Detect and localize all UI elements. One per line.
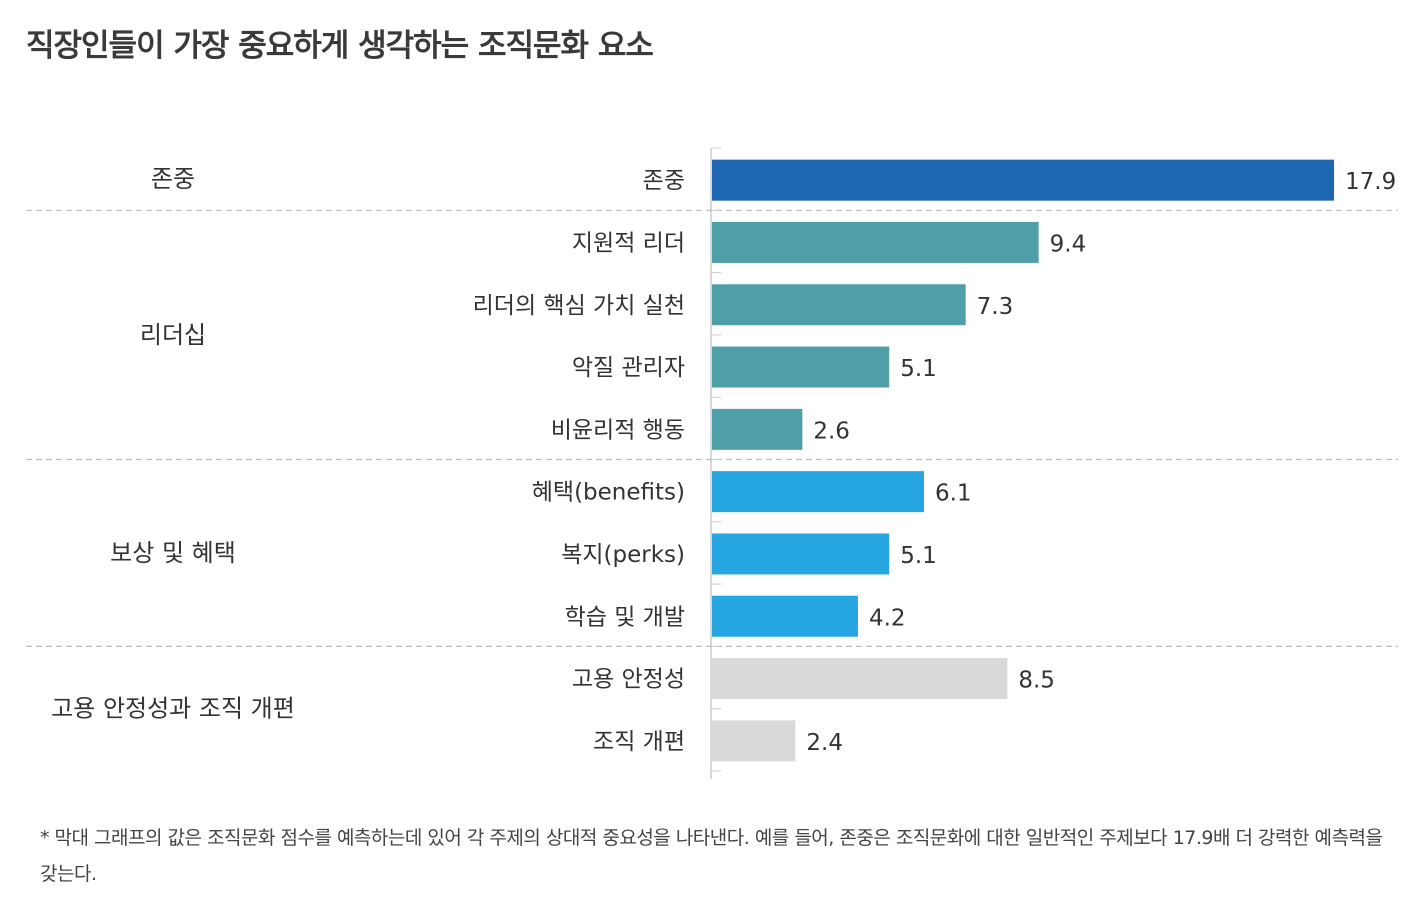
bar bbox=[712, 533, 890, 575]
bar bbox=[712, 595, 858, 637]
group-label: 고용 안정성과 조직 개편 bbox=[51, 695, 295, 723]
value-label: 6.1 bbox=[935, 481, 972, 507]
value-label: 7.3 bbox=[977, 294, 1014, 320]
value-label: 4.2 bbox=[869, 605, 906, 631]
value-label: 5.1 bbox=[900, 356, 937, 382]
category-label: 비윤리적 행동 bbox=[551, 417, 685, 443]
value-label: 9.4 bbox=[1050, 231, 1087, 257]
bar bbox=[712, 159, 1334, 201]
bar bbox=[712, 284, 966, 326]
value-label: 2.6 bbox=[813, 418, 850, 444]
value-label: 8.5 bbox=[1018, 668, 1055, 694]
group-label: 리더십 bbox=[140, 321, 206, 349]
bar bbox=[712, 221, 1039, 263]
group-label: 보상 및 혜택 bbox=[110, 539, 236, 567]
category-label: 고용 안정성 bbox=[572, 667, 685, 693]
value-label: 2.4 bbox=[806, 730, 843, 756]
category-label: 복지(perks) bbox=[561, 542, 685, 568]
value-label: 17.9 bbox=[1345, 169, 1396, 195]
bar bbox=[712, 658, 1008, 700]
category-label: 리더의 핵심 가치 실천 bbox=[473, 293, 685, 319]
category-label: 학습 및 개발 bbox=[565, 604, 685, 630]
category-label: 악질 관리자 bbox=[572, 355, 685, 381]
footnote: * 막대 그래프의 값은 조직문화 점수를 예측하는데 있어 각 주제의 상대적… bbox=[40, 827, 1383, 885]
chart-title: 직장인들이 가장 중요하게 생각하는 조직문화 요소 bbox=[26, 28, 654, 64]
bar bbox=[712, 346, 890, 388]
category-label: 혜택(benefits) bbox=[532, 480, 685, 506]
value-label: 5.1 bbox=[900, 543, 937, 569]
category-label: 조직 개편 bbox=[593, 729, 685, 755]
bar bbox=[712, 720, 796, 762]
bar bbox=[712, 471, 924, 513]
category-label: 지원적 리더 bbox=[572, 230, 685, 256]
category-label: 존중 bbox=[643, 168, 685, 194]
bar bbox=[712, 408, 803, 450]
group-label: 존중 bbox=[151, 165, 195, 193]
